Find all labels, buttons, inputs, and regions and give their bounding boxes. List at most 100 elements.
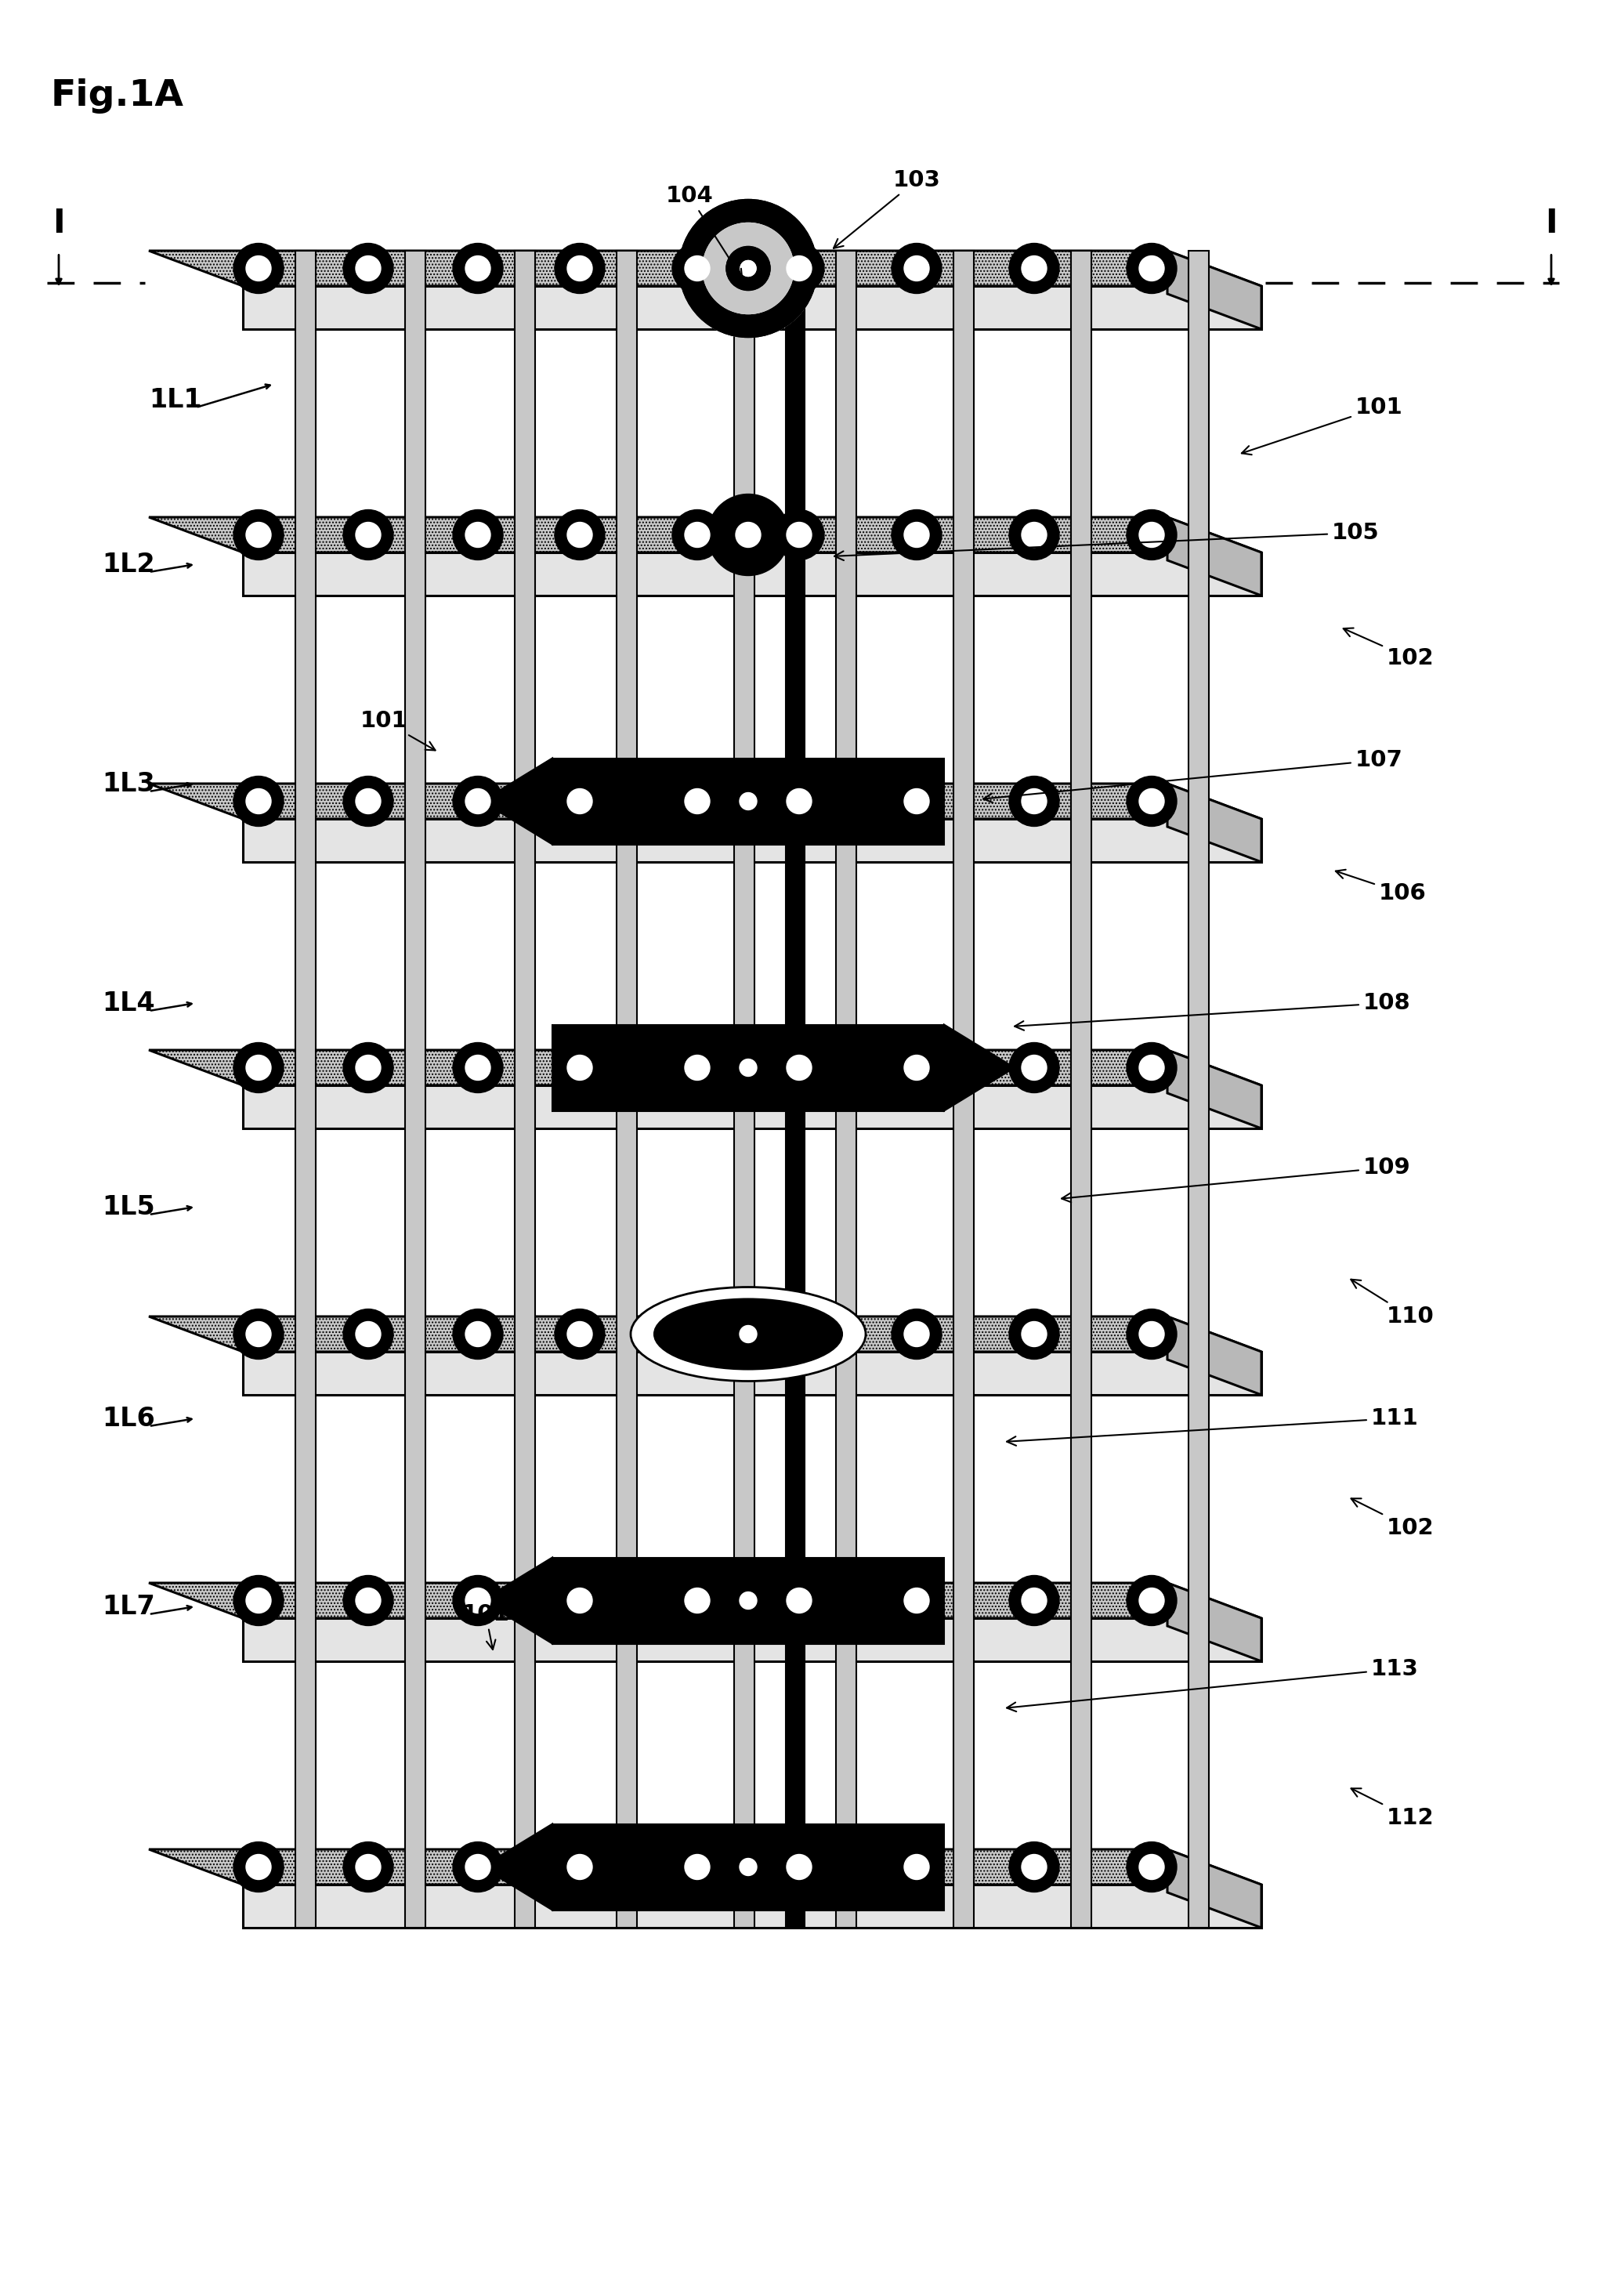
Circle shape	[1140, 790, 1164, 813]
Circle shape	[774, 1575, 824, 1626]
Circle shape	[555, 1841, 605, 1892]
Circle shape	[702, 223, 794, 315]
Circle shape	[1127, 1841, 1177, 1892]
Bar	[786, 248, 805, 1929]
Circle shape	[684, 1589, 710, 1614]
Circle shape	[567, 1589, 592, 1614]
Circle shape	[1009, 776, 1059, 827]
Circle shape	[452, 776, 502, 827]
Circle shape	[892, 1575, 942, 1626]
Polygon shape	[1167, 783, 1261, 861]
Text: 101: 101	[361, 709, 435, 751]
Circle shape	[356, 1589, 380, 1614]
Polygon shape	[552, 1024, 943, 1111]
Ellipse shape	[654, 1300, 842, 1368]
Circle shape	[787, 1855, 811, 1880]
Circle shape	[741, 259, 757, 276]
Text: 107: 107	[984, 748, 1402, 804]
Bar	[953, 250, 974, 1929]
Text: 1L5: 1L5	[101, 1194, 155, 1219]
Circle shape	[465, 790, 491, 813]
Circle shape	[673, 1575, 723, 1626]
Circle shape	[684, 521, 710, 546]
Circle shape	[452, 1575, 502, 1626]
Circle shape	[1140, 1855, 1164, 1880]
Polygon shape	[1167, 1316, 1261, 1396]
Circle shape	[905, 1855, 929, 1880]
Circle shape	[567, 1855, 592, 1880]
Polygon shape	[148, 1848, 1261, 1885]
Circle shape	[246, 255, 270, 280]
Circle shape	[736, 1589, 762, 1614]
Polygon shape	[243, 1885, 1261, 1929]
Circle shape	[465, 1855, 491, 1880]
Circle shape	[723, 510, 773, 560]
Text: 103: 103	[834, 170, 940, 248]
Circle shape	[723, 776, 773, 827]
Circle shape	[673, 510, 723, 560]
Circle shape	[356, 521, 380, 546]
Circle shape	[774, 1841, 824, 1892]
Text: 113: 113	[1006, 1658, 1418, 1711]
Circle shape	[343, 510, 393, 560]
Circle shape	[673, 1841, 723, 1892]
Circle shape	[723, 243, 773, 294]
Circle shape	[736, 521, 762, 546]
Circle shape	[1127, 1309, 1177, 1359]
Text: 112: 112	[1351, 1789, 1435, 1830]
Circle shape	[905, 255, 929, 280]
Circle shape	[356, 1322, 380, 1348]
Circle shape	[233, 1841, 283, 1892]
Circle shape	[567, 790, 592, 813]
Bar	[734, 250, 755, 1929]
Circle shape	[736, 1855, 762, 1880]
Text: 101: 101	[462, 1603, 509, 1649]
Circle shape	[246, 1056, 270, 1079]
Circle shape	[787, 1056, 811, 1079]
Circle shape	[787, 1322, 811, 1348]
Circle shape	[787, 1589, 811, 1614]
Circle shape	[555, 776, 605, 827]
Circle shape	[679, 200, 818, 338]
Circle shape	[905, 1589, 929, 1614]
Circle shape	[905, 1056, 929, 1079]
Text: 102: 102	[1351, 1499, 1435, 1538]
Circle shape	[702, 223, 794, 315]
Circle shape	[905, 790, 929, 813]
Circle shape	[233, 1575, 283, 1626]
Bar	[1071, 250, 1092, 1929]
Polygon shape	[243, 820, 1261, 861]
Circle shape	[343, 776, 393, 827]
Ellipse shape	[631, 1288, 866, 1382]
Circle shape	[567, 521, 592, 546]
Circle shape	[1127, 243, 1177, 294]
Circle shape	[774, 243, 824, 294]
Polygon shape	[243, 1086, 1261, 1127]
Polygon shape	[552, 1823, 943, 1910]
Circle shape	[1140, 521, 1164, 546]
Circle shape	[465, 521, 491, 546]
Polygon shape	[1167, 1049, 1261, 1127]
Bar	[406, 250, 425, 1929]
Circle shape	[343, 1309, 393, 1359]
Circle shape	[343, 1841, 393, 1892]
Polygon shape	[148, 1316, 1261, 1352]
Circle shape	[731, 1584, 765, 1619]
Text: 1L3: 1L3	[101, 771, 155, 797]
Bar	[515, 250, 535, 1929]
Circle shape	[684, 790, 710, 813]
Polygon shape	[243, 287, 1261, 328]
Circle shape	[555, 510, 605, 560]
Text: 1L7: 1L7	[101, 1593, 155, 1619]
Polygon shape	[148, 517, 1261, 553]
Circle shape	[567, 1322, 592, 1348]
Circle shape	[1009, 1042, 1059, 1093]
Circle shape	[892, 243, 942, 294]
Circle shape	[787, 521, 811, 546]
Circle shape	[1009, 1841, 1059, 1892]
Circle shape	[1009, 243, 1059, 294]
Circle shape	[1127, 1042, 1177, 1093]
Circle shape	[465, 1322, 491, 1348]
Circle shape	[723, 1309, 773, 1359]
Circle shape	[452, 510, 502, 560]
